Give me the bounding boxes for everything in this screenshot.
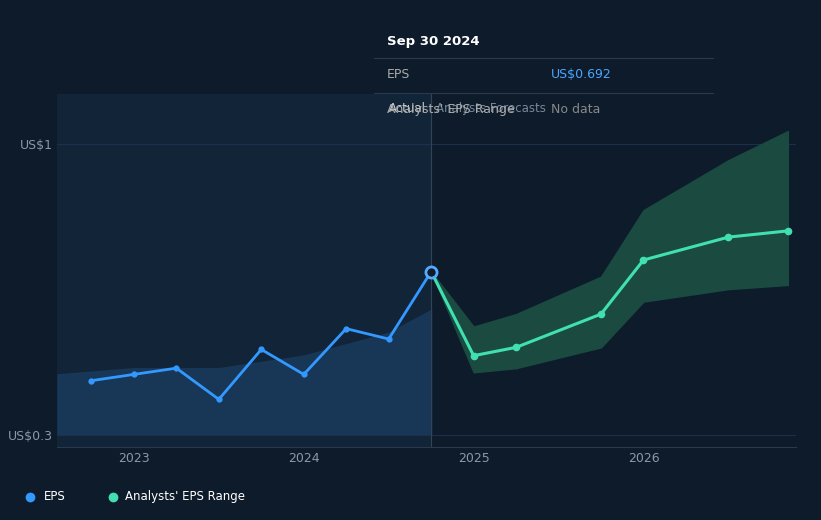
- Text: EPS: EPS: [44, 490, 66, 503]
- Text: Actual: Actual: [389, 102, 426, 115]
- Text: EPS: EPS: [388, 68, 410, 81]
- Text: Analysts' EPS Range: Analysts' EPS Range: [388, 102, 515, 115]
- Text: No data: No data: [551, 102, 600, 115]
- Text: Sep 30 2024: Sep 30 2024: [388, 35, 479, 48]
- Text: Analysts Forecasts: Analysts Forecasts: [436, 102, 546, 115]
- Text: US$0.692: US$0.692: [551, 68, 612, 81]
- Bar: [57, 94, 431, 447]
- Text: Analysts' EPS Range: Analysts' EPS Range: [125, 490, 245, 503]
